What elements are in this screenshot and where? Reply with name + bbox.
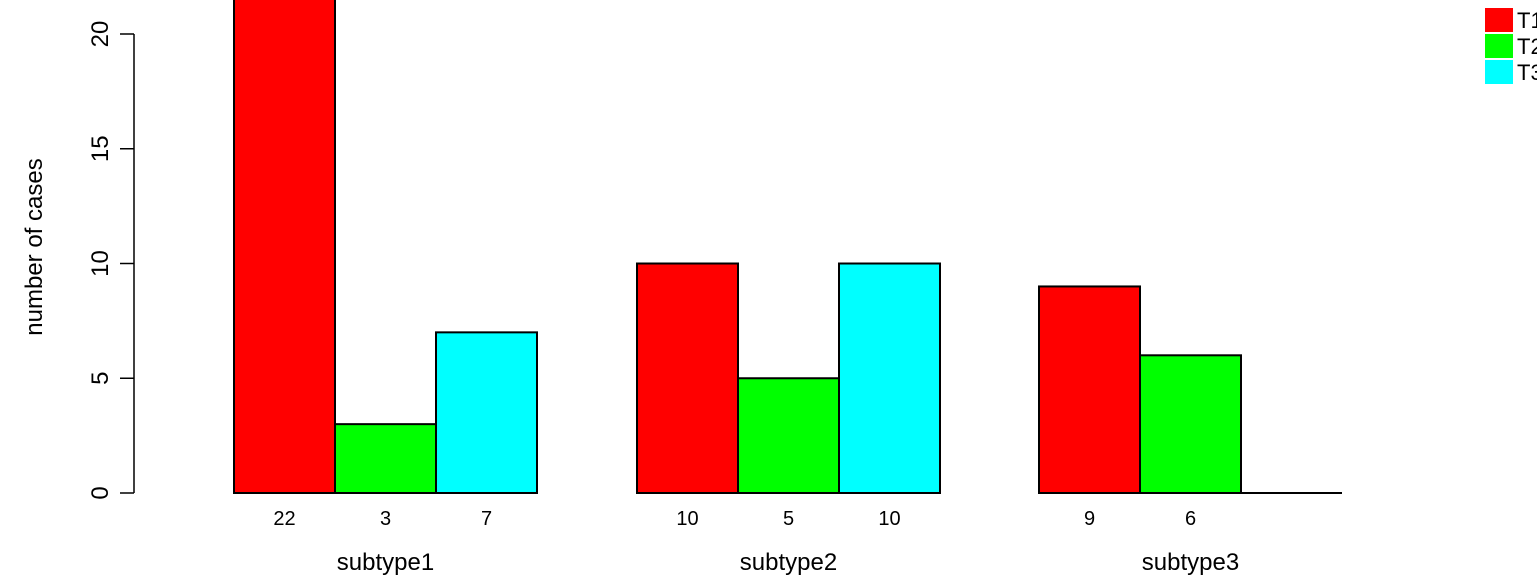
legend-swatch-t2 [1485, 34, 1513, 58]
bar-value-label: 22 [273, 508, 295, 530]
bar-t1-subtype2 [636, 262, 739, 494]
bar-value-label: 10 [676, 508, 698, 530]
bars [233, 0, 1242, 495]
legend-label-t2: T2 [1517, 34, 1537, 59]
bar-t3-subtype2 [838, 262, 941, 494]
bar-value-label: 6 [1185, 508, 1196, 530]
y-tick-label: 5 [87, 372, 114, 385]
legend-swatch-t1 [1485, 8, 1513, 32]
y-tick-label: 15 [87, 135, 114, 162]
bar-t1-subtype3 [1038, 285, 1141, 495]
y-tick-label: 20 [87, 21, 114, 48]
legend-label-t1: T1 [1517, 8, 1537, 33]
group-label-subtype1: subtype1 [337, 549, 434, 576]
bar-t2-subtype3 [1139, 354, 1242, 494]
group-labels: subtype1 subtype2 subtype3 [337, 549, 1239, 576]
y-tick-label: 10 [87, 250, 114, 277]
y-axis: 0 5 10 15 20 [87, 21, 135, 500]
bar-t1-subtype1 [233, 0, 336, 494]
bar-t3-subtype1 [435, 331, 538, 494]
y-axis-label: number of cases [21, 158, 48, 335]
legend-swatch-t3 [1485, 60, 1513, 84]
group-label-subtype3: subtype3 [1142, 549, 1239, 576]
bar-value-label: 3 [380, 508, 391, 530]
legend-label-t3: T3 [1517, 60, 1537, 85]
bar-value-label: 7 [481, 508, 492, 530]
bar-value-label: 9 [1084, 508, 1095, 530]
bar-t2-subtype2 [737, 377, 840, 494]
y-tick-label: 0 [87, 486, 114, 499]
group-label-subtype2: subtype2 [740, 549, 837, 576]
bar-value-label: 5 [783, 508, 794, 530]
bar-t2-subtype1 [334, 423, 437, 494]
bar-value-label: 10 [878, 508, 900, 530]
bar-value-labels: 22 3 7 10 5 10 9 6 [273, 508, 1196, 530]
